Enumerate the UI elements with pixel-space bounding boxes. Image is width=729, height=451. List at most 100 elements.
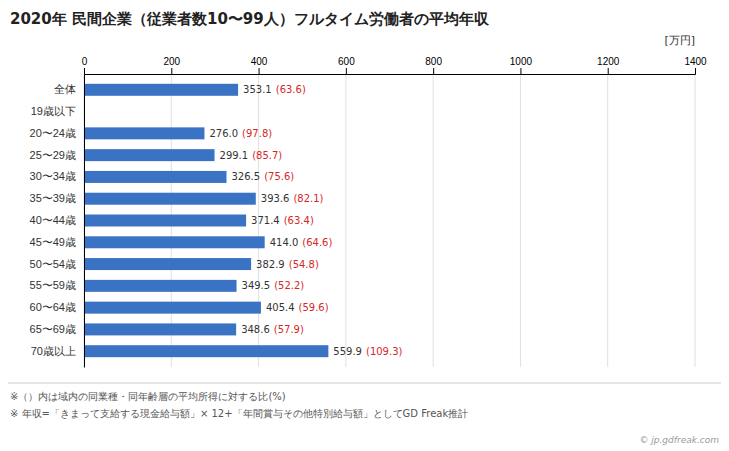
tick: 35〜39歳 — [30, 192, 76, 204]
tick-mark — [695, 68, 696, 74]
tick-label: 600 — [338, 56, 355, 67]
note: ※ 年収=「きまって支給する現金給与額」× 12+「年間賞与その他特別給与額」と… — [10, 408, 468, 419]
data-label: 393.6(82.1) — [261, 193, 324, 204]
tick-label: 1200 — [597, 56, 620, 67]
tick-label: 50〜54歳 — [30, 258, 76, 270]
ratio-label: (97.8) — [242, 128, 272, 139]
bar — [84, 345, 328, 357]
tick-mark — [346, 68, 347, 74]
data-label: 276.0(97.8) — [209, 128, 272, 139]
grid-line — [607, 74, 608, 367]
tick-mark — [259, 68, 260, 74]
axis-title: [万円] — [664, 34, 695, 47]
note: ※（）内は域内の同業種・同年齢層の平均所得に対する比(%) — [10, 391, 286, 402]
tick-label: 19歳以下 — [31, 105, 76, 117]
tick-label: 25〜29歳 — [30, 149, 76, 161]
ratio-label: (59.6) — [299, 302, 329, 313]
tick: 70歳以上 — [31, 345, 76, 357]
tick: 55〜59歳 — [30, 279, 76, 291]
tick-label: 全体 — [54, 83, 76, 95]
tick: 65〜69歳 — [30, 323, 76, 335]
tick-label: 400 — [251, 56, 268, 67]
tick-mark — [608, 68, 609, 74]
notes: ※（）内は域内の同業種・同年齢層の平均所得に対する比(%) ※ 年収=「きまって支… — [10, 391, 468, 419]
grid-line — [345, 74, 346, 367]
bar — [84, 127, 204, 139]
tick-label: 0 — [82, 56, 88, 67]
bar — [84, 323, 236, 335]
tick-label: 65〜69歳 — [30, 323, 76, 335]
ratio-label: (64.6) — [302, 237, 332, 248]
grid-line — [695, 74, 696, 367]
bar — [84, 215, 246, 227]
tick-mark — [171, 68, 172, 74]
tick: 50〜54歳 — [30, 258, 76, 270]
chart: 2020年 民間企業（従業者数10〜99人）フルタイム労働者の平均年収 [万円] 0… — [0, 0, 729, 451]
bar — [84, 258, 251, 270]
tick-label: 30〜34歳 — [30, 170, 76, 182]
tick-mark — [84, 68, 85, 74]
bar — [84, 84, 238, 96]
bar — [84, 236, 265, 248]
bar — [84, 171, 226, 183]
bar — [84, 149, 215, 161]
tick: 全体 — [54, 83, 76, 95]
value-label: 382.9 — [256, 259, 285, 270]
data-label: 326.5 (75.6) — [231, 171, 294, 182]
data-label: 414.0(64.6) — [270, 237, 333, 248]
value-label: 371.4 — [251, 215, 280, 226]
credit: © jp.gdfreak.com — [639, 435, 719, 445]
value-label: 299.1 — [220, 150, 249, 161]
value-label: 559.9 — [333, 346, 362, 357]
y-axis: 全体 19歳以下 20〜24歳 25〜29歳 30〜34歳 35〜39歳 40〜44歳 45〜… — [30, 75, 85, 368]
value-label: 414.0 — [270, 237, 299, 248]
data-label: 382.9 (54.8) — [256, 259, 319, 270]
bar — [84, 193, 256, 205]
tick: 200 — [163, 56, 180, 74]
tick: 800 — [425, 56, 442, 74]
grid-line — [520, 74, 521, 367]
ratio-label: (54.8) — [289, 259, 319, 270]
ratio-label: (109.3) — [366, 346, 403, 357]
data-label: 349.5(52.2) — [242, 280, 305, 291]
data-label: 348.6(57.9) — [241, 324, 304, 335]
tick: 20〜24歳 — [30, 127, 76, 139]
axis-line — [84, 75, 85, 368]
tick-label: 60〜64歳 — [30, 301, 76, 313]
tick-label: 1400 — [684, 56, 707, 67]
value-label: 349.5 — [242, 280, 271, 291]
ratio-label: (75.6) — [264, 171, 294, 182]
value-label: 393.6 — [261, 193, 290, 204]
ratio-label: (63.6) — [276, 84, 306, 95]
tick-label: 45〜49歳 — [30, 236, 76, 248]
value-label: 348.6 — [241, 324, 270, 335]
x-axis: 0 200 400 600 800 1000 1200 1400 — [82, 56, 707, 75]
tick-label: 70歳以上 — [31, 345, 76, 357]
tick: 45〜49歳 — [30, 236, 76, 248]
tick: 1000 — [510, 56, 533, 74]
data-label: 353.1 (63.6) — [243, 84, 306, 95]
ratio-label: (63.4) — [284, 215, 314, 226]
tick-label: 800 — [425, 56, 442, 67]
tick: 25〜29歳 — [30, 149, 76, 161]
tick: 400 — [251, 56, 268, 74]
separator — [8, 383, 721, 384]
bar — [84, 302, 261, 314]
tick: 1400 — [684, 56, 707, 74]
tick-label: 55〜59歳 — [30, 279, 76, 291]
data-label: 405.4(59.6) — [266, 302, 329, 313]
ratio-label: (82.1) — [293, 193, 323, 204]
data-labels: 353.1(63.6)276.0(97.8)299.1(85.7)326.5(7… — [209, 84, 402, 356]
tick-label: 40〜44歳 — [30, 214, 76, 226]
ratio-label: (52.2) — [274, 280, 304, 291]
tick-label: 200 — [163, 56, 180, 67]
plot: 0 200 400 600 800 1000 1200 1400 全体 19歳以下 20〜24歳 25… — [30, 56, 708, 368]
tick-mark — [433, 68, 434, 74]
tick: 60〜64歳 — [30, 301, 76, 313]
value-label: 353.1 — [243, 84, 272, 95]
value-label: 326.5 — [231, 171, 260, 182]
grid-line — [433, 74, 434, 367]
tick: 600 — [338, 56, 355, 74]
data-label: 559.9 (109.3) — [333, 346, 402, 357]
title: 2020年 民間企業（従業者数10〜99人）フルタイム労働者の平均年収 — [10, 10, 490, 28]
